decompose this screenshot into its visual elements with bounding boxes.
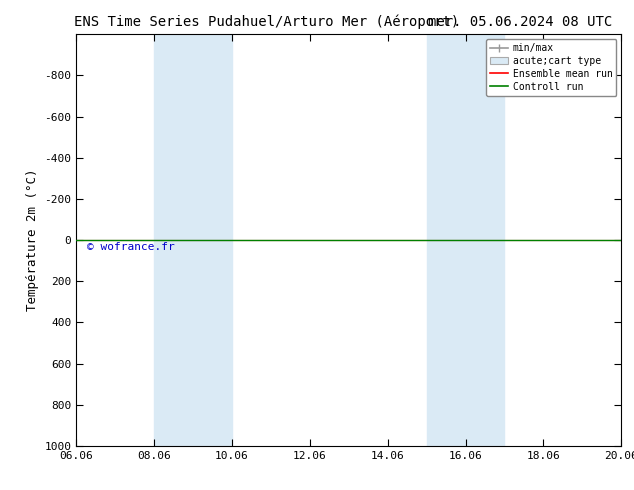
Bar: [427, 34, 505, 446]
Y-axis label: Température 2m (°C): Température 2m (°C): [25, 169, 39, 311]
Text: ENS Time Series Pudahuel/Arturo Mer (Aéroport): ENS Time Series Pudahuel/Arturo Mer (Aér…: [74, 15, 459, 29]
Bar: [154, 34, 232, 446]
Text: mer. 05.06.2024 08 UTC: mer. 05.06.2024 08 UTC: [428, 15, 612, 29]
Legend: min/max, acute;cart type, Ensemble mean run, Controll run: min/max, acute;cart type, Ensemble mean …: [486, 39, 616, 96]
Text: © wofrance.fr: © wofrance.fr: [87, 242, 175, 252]
